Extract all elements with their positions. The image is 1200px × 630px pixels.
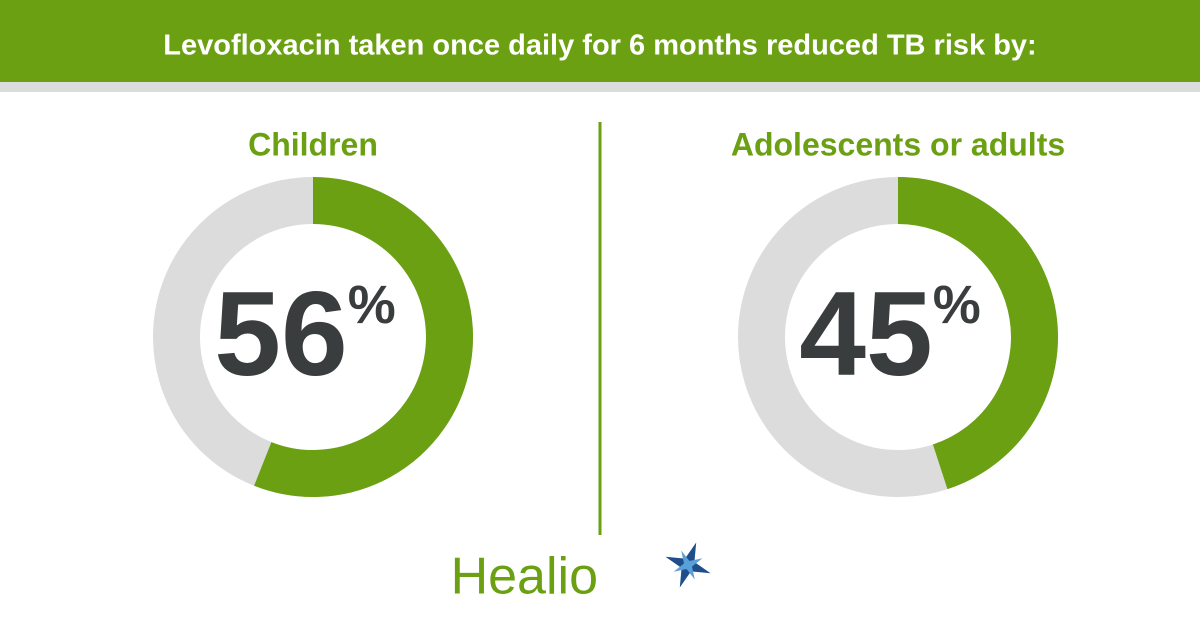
value-label: 45% xyxy=(799,267,981,401)
chart-title: Children xyxy=(248,126,378,162)
value-label: 56% xyxy=(214,267,396,401)
header-strip xyxy=(0,82,1200,92)
donut-arc xyxy=(254,177,473,497)
value-number: 56 xyxy=(214,267,347,401)
value-number: 45 xyxy=(799,267,932,401)
header-title: Levofloxacin taken once daily for 6 mont… xyxy=(163,30,1036,62)
donut-arc xyxy=(897,177,1058,490)
value-unit: % xyxy=(933,275,981,335)
logo-star xyxy=(665,542,711,588)
header-band xyxy=(0,0,1200,82)
chart-title: Adolescents or adults xyxy=(731,126,1065,162)
value-unit: % xyxy=(348,275,396,335)
logo-text: Healio xyxy=(451,548,598,606)
